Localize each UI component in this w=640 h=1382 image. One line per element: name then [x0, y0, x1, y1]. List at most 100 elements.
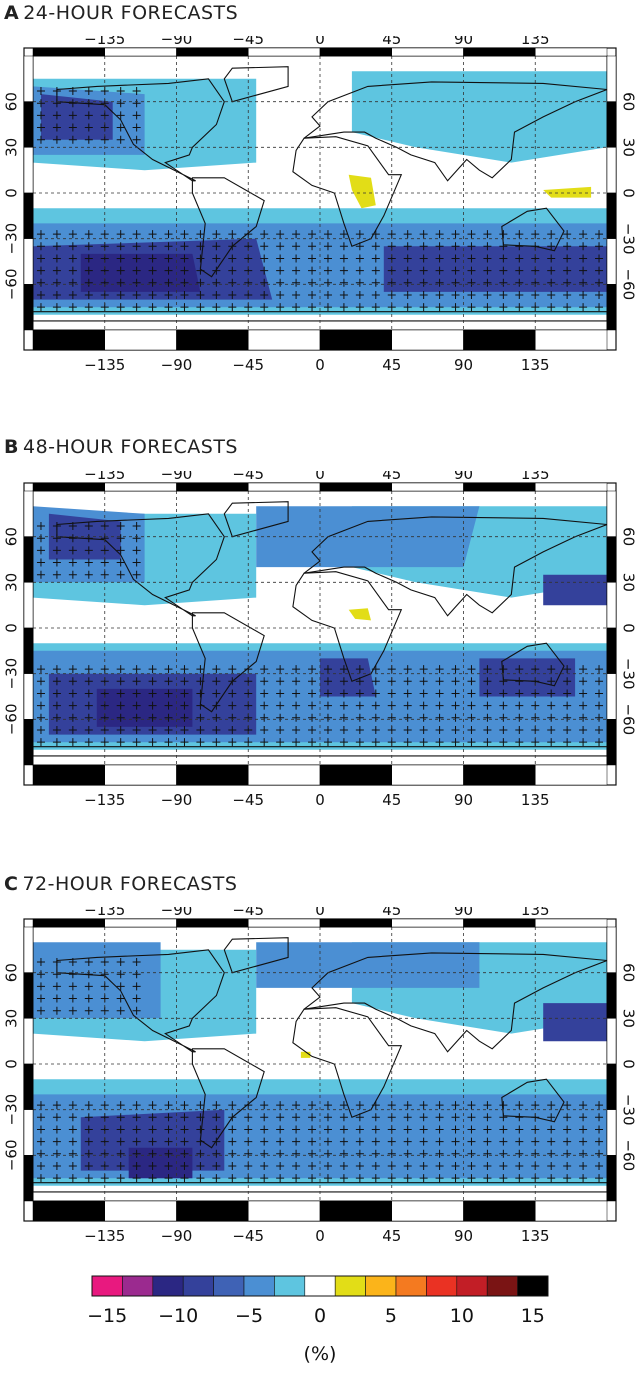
hatch-mark [515, 1101, 524, 1110]
lat-tick-right: 0 [620, 1059, 638, 1069]
hatch-mark [68, 725, 77, 734]
hatch-mark [467, 1149, 476, 1158]
hatch-mark [547, 738, 556, 747]
hatch-mark [84, 570, 93, 579]
hatch-mark [276, 677, 285, 686]
hatch-mark [132, 713, 141, 722]
hatch-mark [36, 230, 45, 239]
hatch-mark [563, 1174, 572, 1183]
hatch-mark [116, 303, 125, 312]
hatch-mark [579, 1161, 588, 1170]
hatch-mark [276, 1149, 285, 1158]
lon-tick-bottom: −90 [161, 356, 193, 374]
colorbar-swatch [365, 1275, 397, 1297]
hatch-mark [355, 278, 364, 287]
coastline [56, 513, 225, 617]
hatch-mark [52, 1174, 61, 1183]
coastline [223, 937, 289, 974]
hatch-mark [116, 242, 125, 251]
hatch-mark [68, 701, 77, 710]
hatch-mark [403, 1137, 412, 1146]
hatch-mark [68, 266, 77, 275]
hatch-mark [196, 303, 205, 312]
hatch-mark [36, 1113, 45, 1122]
frame-bar-bottom [32, 329, 105, 351]
hatch-mark [132, 982, 141, 991]
hatch-mark [52, 570, 61, 579]
lon-tick-top: 45 [382, 471, 401, 483]
hatch-mark [419, 1113, 428, 1122]
hatch-mark [260, 725, 269, 734]
frame-bar-left [23, 147, 34, 194]
lat-tick-right: 60 [620, 527, 638, 546]
frame-bar-bottom [535, 329, 608, 351]
hatch-mark [308, 290, 317, 299]
hatch-mark [292, 689, 301, 698]
hatch-mark [579, 1125, 588, 1134]
hatch-mark [547, 303, 556, 312]
hatch-mark [116, 546, 125, 555]
hatch-mark [435, 1161, 444, 1170]
hatch-mark [292, 665, 301, 674]
hatch-mark [547, 266, 556, 275]
hatch-mark [403, 677, 412, 686]
hatch-mark [339, 713, 348, 722]
hatch-mark [68, 994, 77, 1003]
hatch-mark [435, 1149, 444, 1158]
hatch-mark [36, 665, 45, 674]
hatch-mark [323, 1149, 332, 1158]
frame-bar-bottom [104, 329, 177, 351]
hatch-mark [435, 278, 444, 287]
hatch-mark [579, 701, 588, 710]
map-shading [33, 927, 607, 1201]
hatch-mark [36, 534, 45, 543]
hatch-mark [212, 1125, 221, 1134]
hatch-mark [228, 266, 237, 275]
hatch-mark [132, 958, 141, 967]
hatch-mark [451, 701, 460, 710]
hatch-mark [483, 1161, 492, 1170]
hatch-mark [547, 1113, 556, 1122]
hatch-mark [36, 278, 45, 287]
hatch-mark [451, 278, 460, 287]
lat-tick-right: −60 [620, 1140, 638, 1172]
hatch-mark [132, 665, 141, 674]
hatch-mark [276, 1174, 285, 1183]
hatch-mark [68, 1149, 77, 1158]
hatch-mark [132, 242, 141, 251]
hatch-mark [339, 242, 348, 251]
frame-bar-top [463, 482, 536, 492]
hatch-mark [68, 278, 77, 287]
hatch-mark [132, 99, 141, 108]
hatch-mark [68, 1125, 77, 1134]
hatch-mark [483, 290, 492, 299]
hatch-mark [228, 689, 237, 698]
hatch-mark [276, 725, 285, 734]
hatch-mark [36, 303, 45, 312]
hatch-mark [339, 303, 348, 312]
hatch-mark [116, 958, 125, 967]
significance-hatching [36, 522, 604, 747]
hatch-mark [196, 1161, 205, 1170]
hatch-mark [68, 1113, 77, 1122]
hatch-mark [180, 713, 189, 722]
hatch-mark [132, 701, 141, 710]
frame-bar-left [23, 192, 34, 239]
frame-bar-right [606, 55, 617, 102]
hatch-mark [292, 230, 301, 239]
hatch-mark [419, 1174, 428, 1183]
hatch-mark [68, 689, 77, 698]
lon-tick-bottom: 45 [382, 791, 401, 809]
hatch-mark [68, 677, 77, 686]
hatch-mark [339, 701, 348, 710]
lon-tick-bottom: −45 [232, 791, 264, 809]
hatch-mark [52, 558, 61, 567]
hatch-mark [323, 290, 332, 299]
hatch-mark [563, 303, 572, 312]
hatch-mark [483, 701, 492, 710]
hatch-mark [180, 242, 189, 251]
frame-bar-right [606, 1109, 617, 1156]
hatch-mark [84, 111, 93, 120]
shade-region [320, 658, 376, 697]
hatch-mark [164, 1161, 173, 1170]
